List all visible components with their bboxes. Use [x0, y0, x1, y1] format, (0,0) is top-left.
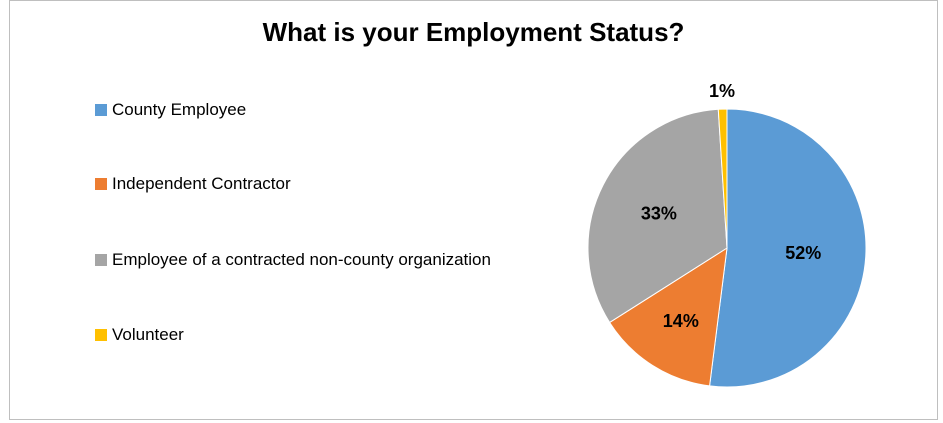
legend-item-volunteer: Volunteer: [95, 323, 512, 347]
data-label: 33%: [641, 203, 677, 223]
legend-item-county-employee: County Employee: [95, 98, 512, 122]
legend-swatch: [95, 178, 107, 190]
pie-slice-volunteer: [717, 108, 728, 249]
legend-swatch: [95, 254, 107, 266]
legend-item-independent-contractor: Independent Contractor: [95, 172, 512, 196]
legend-swatch: [95, 329, 107, 341]
data-label: 52%: [785, 243, 821, 263]
legend-label: County Employee: [112, 100, 247, 119]
legend-label: Volunteer: [112, 325, 184, 344]
legend-item-contracted-employee: Employee of a contracted non-county orga…: [95, 248, 512, 272]
legend-swatch: [95, 104, 107, 116]
chart-title: What is your Employment Status?: [262, 17, 685, 47]
data-label: 1%: [709, 81, 735, 101]
legend-label: Employee of a contracted non-county orga…: [112, 250, 491, 269]
pie-slice-county-employee: [709, 108, 867, 388]
pie-slice-independent-contractor: [608, 247, 728, 387]
legend-label: Independent Contractor: [112, 174, 291, 193]
data-label: 14%: [663, 311, 699, 331]
pie-slice-employee-of-a-contracted-non-county-organization: [587, 108, 728, 324]
